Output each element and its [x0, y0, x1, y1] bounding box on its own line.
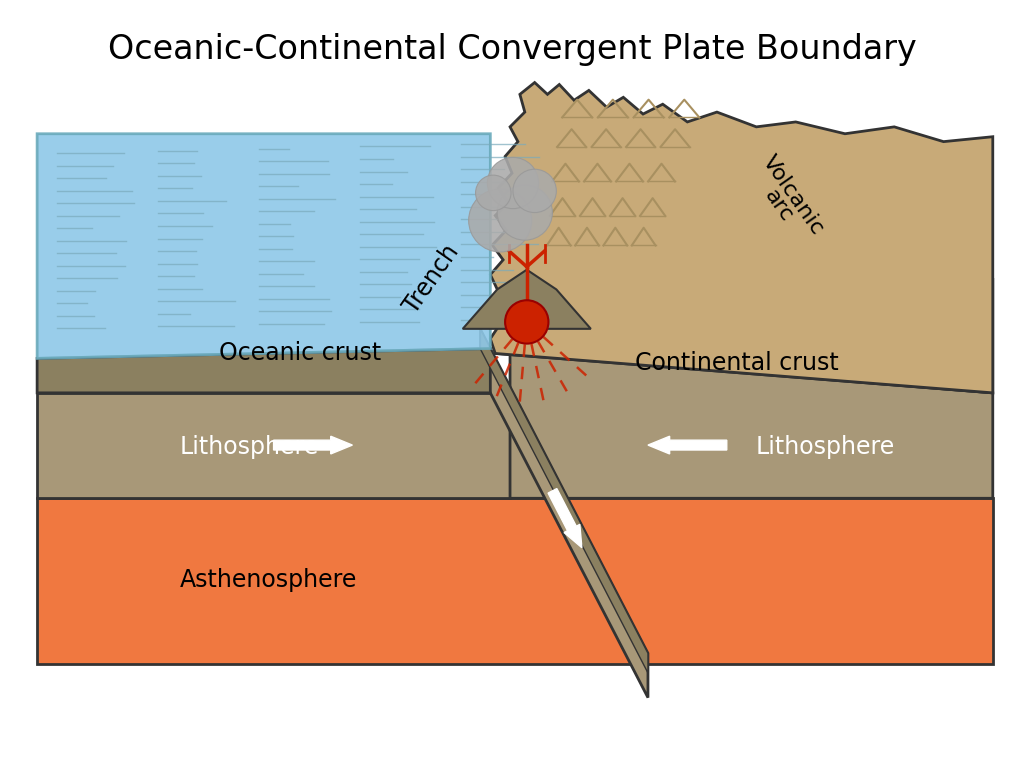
Text: Oceanic crust: Oceanic crust — [219, 342, 382, 366]
Polygon shape — [463, 270, 591, 329]
Polygon shape — [37, 349, 490, 393]
Polygon shape — [488, 82, 993, 393]
Polygon shape — [480, 329, 648, 673]
Polygon shape — [37, 498, 993, 664]
Text: Trench: Trench — [399, 241, 464, 319]
Circle shape — [475, 175, 511, 210]
Polygon shape — [510, 353, 993, 498]
FancyArrow shape — [548, 488, 582, 548]
Text: Continental crust: Continental crust — [635, 351, 839, 376]
Text: Volcanic
arc: Volcanic arc — [743, 152, 828, 250]
FancyArrow shape — [648, 436, 727, 454]
Circle shape — [505, 300, 549, 343]
Text: Asthenosphere: Asthenosphere — [180, 568, 357, 592]
Text: Lithosphere: Lithosphere — [180, 435, 319, 459]
Circle shape — [498, 185, 552, 240]
Circle shape — [487, 157, 539, 209]
Text: Lithosphere: Lithosphere — [756, 435, 895, 459]
Polygon shape — [496, 280, 993, 393]
Polygon shape — [37, 134, 490, 359]
Text: Oceanic-Continental Convergent Plate Boundary: Oceanic-Continental Convergent Plate Bou… — [108, 33, 916, 66]
Polygon shape — [480, 329, 648, 697]
Polygon shape — [37, 393, 510, 498]
Circle shape — [469, 189, 531, 252]
FancyArrow shape — [273, 436, 352, 454]
Circle shape — [513, 169, 556, 213]
